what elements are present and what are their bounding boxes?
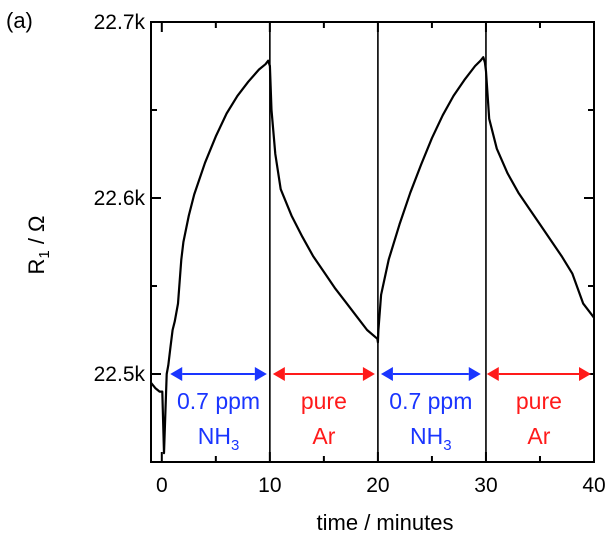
annotation-label-line2: NH3 [410,423,452,454]
y-tick-label: 22.7k [94,11,146,34]
y-tick-label: 22.6k [94,187,146,210]
annotation-label-line1: 0.7 ppm [177,388,260,414]
annotation-arrowhead-left [170,367,183,381]
annotation-label-line2: Ar [527,423,550,449]
annotation-label-line1: pure [516,388,562,414]
y-tick-label: 22.5k [94,363,146,386]
y-tick-labels: 22.5k 22.6k 22.7k [94,11,146,386]
panel-label: (a) [6,8,33,33]
plot-frame [150,21,595,463]
series-group [150,56,595,455]
annotation-arrowhead-right [579,367,591,381]
annotation-arrowhead-left [380,367,393,381]
y-axis-title-sub: 1 [36,250,53,258]
annotation-label-line1: 0.7 ppm [389,388,472,414]
series-line [150,56,595,455]
x-tick-label: 0 [156,474,168,497]
annotation-label-line2: Ar [312,423,335,449]
y-axis-title-rest: / Ω [24,215,49,250]
annotation-label-line1: pure [301,388,347,414]
y-axis-title-main: R [24,259,49,275]
x-tick-label: 10 [258,474,281,497]
x-tick-label: 20 [366,474,389,497]
x-axis-title: time / minutes [317,510,454,535]
x-tick-labels: 0 10 20 30 40 [156,474,605,497]
y-axis-title: R1 / Ω [24,215,53,274]
annotation-arrowhead-left [486,367,499,381]
annotation-arrowhead-right [254,367,267,381]
x-tick-label: 40 [582,474,605,497]
annotation-arrowhead-left [272,367,285,381]
annotations: 0.7 ppm NH3 pure Ar 0.7 ppm NH3 pure Ar [170,367,591,454]
x-tick-label: 30 [474,474,497,497]
phase-divider-lines [269,22,487,462]
annotation-arrowhead-right [362,367,375,381]
annotation-arrowhead-right [468,367,481,381]
annotation-label-line2: NH3 [198,423,240,454]
